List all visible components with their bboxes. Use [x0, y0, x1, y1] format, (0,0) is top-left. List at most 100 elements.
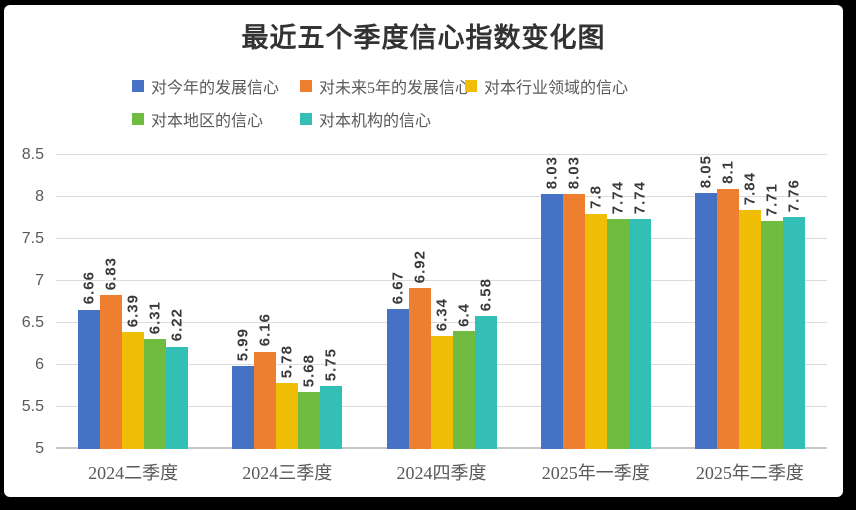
legend-label: 对本行业领域的信心	[484, 80, 629, 97]
category-label: 2024三季度	[242, 463, 333, 483]
bar-value-label: 6.39	[124, 294, 142, 328]
legend-label: 对今年的发展信心	[151, 80, 280, 97]
bar-value-label: 6.31	[146, 300, 164, 334]
bar-value-label: 6.4	[455, 302, 472, 327]
bar-对本机构的信心[interactable]	[782, 217, 805, 449]
bar-对未来5年的发展信心[interactable]	[254, 351, 277, 449]
gridline	[56, 322, 827, 323]
bar-对本机构的信心[interactable]	[628, 218, 651, 449]
legend-swatch-icon	[300, 113, 312, 125]
bar-row: 5.99 6.16 5.78 5.68 5.75	[232, 155, 343, 449]
bar-对本地区的信心[interactable]	[298, 391, 321, 449]
bar-对今年的发展信心[interactable]	[386, 308, 409, 449]
bar-value-label: 8.05	[697, 154, 715, 188]
category-label: 2025年一季度	[541, 463, 650, 483]
legend-swatch-icon	[465, 80, 477, 92]
bar-value-label: 7.71	[763, 183, 781, 217]
gridline	[56, 154, 827, 155]
bar-对本行业领域的信心[interactable]	[584, 213, 607, 449]
bar-row: 8.03 8.03 7.8 7.74 7.74	[540, 155, 651, 449]
legend-item[interactable]: 对本地区的信心	[132, 107, 300, 131]
bar-对本地区的信心[interactable]	[606, 218, 629, 449]
bar-对本行业领域的信心[interactable]	[430, 336, 453, 449]
bar-cell: 7.76	[782, 155, 805, 449]
bar-对今年的发展信心[interactable]	[540, 194, 563, 449]
bar-对本机构的信心[interactable]	[166, 346, 189, 449]
bar-cell: 6.39	[122, 155, 145, 449]
plot-groups: 6.66 6.83 6.39 6.31 6.22 2024二季度 5.99 6.16 5.78 5…	[56, 154, 827, 483]
bar-value-label: 6.83	[102, 257, 120, 291]
chart-card: 最近五个季度信心指数变化图 对今年的发展信心 对未来5年的发展信心 对本行业领域的信…	[4, 5, 843, 497]
bar-row: 6.66 6.83 6.39 6.31 6.22	[78, 155, 189, 449]
y-tick-label: 8	[35, 188, 44, 205]
bar-对本地区的信心[interactable]	[452, 331, 475, 449]
bar-对未来5年的发展信心[interactable]	[100, 295, 123, 449]
bar-cell: 7.71	[760, 155, 783, 449]
bar-group: 8.05 8.1 7.84 7.71 7.76 2025年二季度	[673, 154, 827, 483]
bar-对本地区的信心[interactable]	[760, 221, 783, 449]
chart-title: 最近五个季度信心指数变化图	[241, 23, 606, 53]
bar-对本机构的信心[interactable]	[320, 386, 343, 449]
bar-cell: 5.78	[276, 155, 299, 449]
bar-cell: 8.03	[562, 155, 585, 449]
bar-对未来5年的发展信心[interactable]	[716, 188, 739, 449]
y-tick-label: 5	[35, 440, 44, 457]
category-label: 2025年二季度	[695, 463, 804, 483]
bar-group: 8.03 8.03 7.8 7.74 7.74 2025年一季度	[519, 155, 673, 483]
bar-value-label: 7.84	[741, 172, 759, 206]
legend-swatch-icon	[300, 80, 312, 92]
bar-对本行业领域的信心[interactable]	[122, 332, 145, 449]
plot-area: 6.66 6.83 6.39 6.31 6.22 2024二季度 5.99 6.16 5.78 5…	[56, 154, 827, 483]
bar-对本行业领域的信心[interactable]	[276, 383, 299, 449]
y-tick-label: 5.5	[21, 398, 44, 415]
y-tick-label: 7	[35, 272, 44, 289]
bar-value-label: 7.74	[609, 180, 627, 214]
bar-cell: 6.31	[144, 155, 167, 449]
bar-value-label: 7.76	[785, 178, 803, 213]
bar-对本地区的信心[interactable]	[144, 338, 167, 449]
bar-cell: 7.74	[628, 155, 651, 449]
bar-value-label: 5.68	[300, 353, 318, 387]
bar-group: 6.66 6.83 6.39 6.31 6.22 2024二季度	[56, 155, 210, 483]
bar-cell: 6.83	[100, 155, 123, 449]
bar-value-label: 6.67	[389, 270, 406, 304]
legend: 对今年的发展信心 对未来5年的发展信心 对本行业领域的信心对本地区的信心 对本机构的信…	[132, 74, 843, 131]
bar-value-label: 7.8	[587, 184, 605, 209]
bar-cell: 6.4	[452, 155, 475, 449]
bar-value-label: 5.99	[234, 327, 252, 361]
bar-对未来5年的发展信心[interactable]	[408, 287, 431, 449]
bar-cell: 6.92	[408, 155, 431, 449]
bar-对今年的发展信心[interactable]	[78, 309, 101, 449]
bar-对未来5年的发展信心[interactable]	[562, 194, 585, 449]
bar-cell: 6.34	[430, 155, 453, 449]
bar-value-label: 6.92	[411, 249, 428, 283]
bar-row: 6.67 6.92 6.34 6.4 6.58	[386, 155, 497, 449]
bar-value-label: 6.34	[433, 298, 450, 332]
legend-label: 对未来5年的发展信心	[319, 80, 472, 97]
legend-item[interactable]: 对本行业领域的信心	[465, 74, 843, 98]
category-label: 2024二季度	[88, 463, 179, 483]
bar-对今年的发展信心[interactable]	[694, 192, 717, 449]
legend-item[interactable]: 对本机构的信心	[300, 107, 465, 131]
bar-对本机构的信心[interactable]	[474, 316, 497, 449]
legend-item[interactable]: 对未来5年的发展信心	[300, 74, 471, 98]
bar-value-label: 8.03	[565, 156, 583, 190]
bar-cell: 7.8	[584, 155, 607, 449]
bar-对今年的发展信心[interactable]	[232, 365, 255, 449]
gridline	[56, 238, 827, 239]
bar-cell: 5.75	[320, 155, 343, 449]
legend-swatch-icon	[132, 113, 144, 125]
legend-swatch-icon	[132, 80, 144, 92]
category-label: 2024四季度	[396, 463, 487, 483]
bar-group: 5.99 6.16 5.78 5.68 5.75 2024三季度	[210, 155, 364, 483]
y-tick-label: 7.5	[21, 230, 44, 247]
legend-label: 对本地区的信心	[151, 113, 264, 130]
bar-value-label: 8.03	[543, 156, 561, 190]
legend-item[interactable]: 对今年的发展信心	[132, 74, 300, 98]
gridline	[56, 280, 827, 281]
bar-value-label: 7.74	[631, 180, 649, 214]
bar-value-label: 6.66	[80, 271, 98, 305]
bar-对本行业领域的信心[interactable]	[738, 210, 761, 449]
legend-label: 对本机构的信心	[319, 113, 432, 130]
